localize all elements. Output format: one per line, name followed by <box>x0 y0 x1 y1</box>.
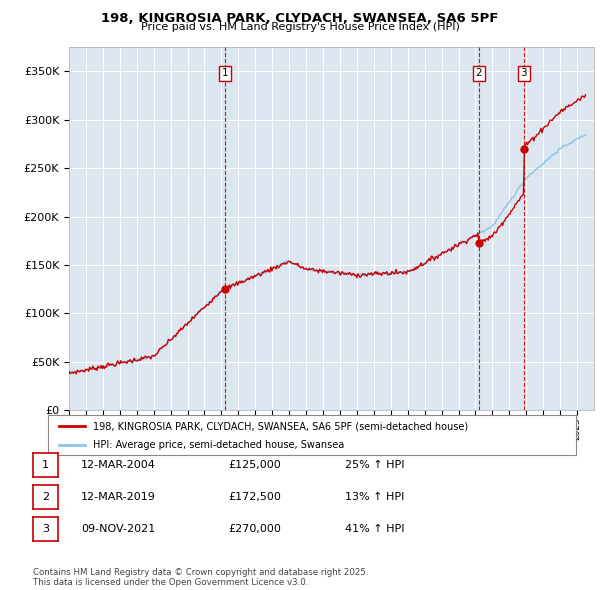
Text: Price paid vs. HM Land Registry's House Price Index (HPI): Price paid vs. HM Land Registry's House … <box>140 22 460 32</box>
Text: 25% ↑ HPI: 25% ↑ HPI <box>345 460 404 470</box>
Text: £125,000: £125,000 <box>228 460 281 470</box>
Text: 2: 2 <box>475 68 482 78</box>
Text: 2: 2 <box>42 492 49 502</box>
Text: 1: 1 <box>42 460 49 470</box>
Text: 12-MAR-2019: 12-MAR-2019 <box>81 492 156 502</box>
Text: 1: 1 <box>221 68 228 78</box>
Text: 3: 3 <box>521 68 527 78</box>
Text: £172,500: £172,500 <box>228 492 281 502</box>
Text: 12-MAR-2004: 12-MAR-2004 <box>81 460 156 470</box>
Text: 3: 3 <box>42 525 49 534</box>
Text: HPI: Average price, semi-detached house, Swansea: HPI: Average price, semi-detached house,… <box>93 440 344 450</box>
Text: 198, KINGROSIA PARK, CLYDACH, SWANSEA, SA6 5PF (semi-detached house): 198, KINGROSIA PARK, CLYDACH, SWANSEA, S… <box>93 421 468 431</box>
Text: £270,000: £270,000 <box>228 525 281 534</box>
Text: 41% ↑ HPI: 41% ↑ HPI <box>345 525 404 534</box>
Text: Contains HM Land Registry data © Crown copyright and database right 2025.
This d: Contains HM Land Registry data © Crown c… <box>33 568 368 587</box>
Text: 09-NOV-2021: 09-NOV-2021 <box>81 525 155 534</box>
Text: 13% ↑ HPI: 13% ↑ HPI <box>345 492 404 502</box>
Text: 198, KINGROSIA PARK, CLYDACH, SWANSEA, SA6 5PF: 198, KINGROSIA PARK, CLYDACH, SWANSEA, S… <box>101 12 499 25</box>
